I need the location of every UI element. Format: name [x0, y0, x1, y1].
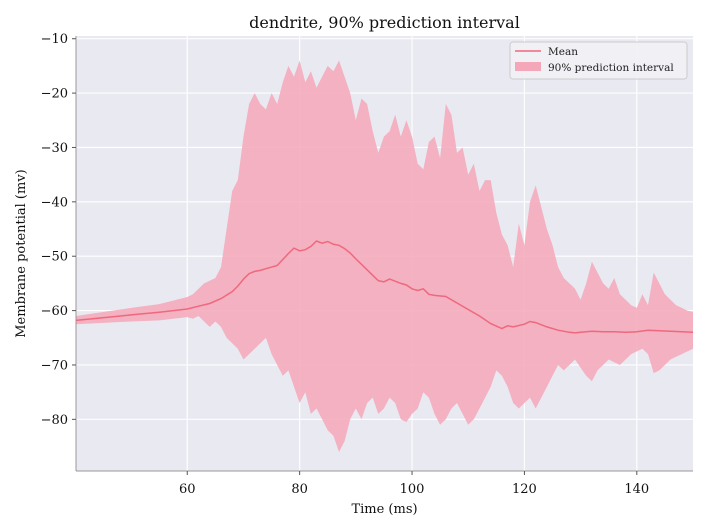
x-tick-label: 140: [624, 482, 649, 497]
legend-mean-label: Mean: [548, 46, 578, 58]
y-axis-label: Membrane potential (mv): [14, 169, 29, 338]
y-tick-label: −60: [41, 304, 68, 319]
y-tick-label: −70: [41, 358, 68, 373]
legend-interval-label: 90% prediction interval: [548, 62, 674, 74]
x-tick-label: 80: [291, 482, 308, 497]
prediction-interval-band: [76, 60, 693, 452]
y-tick-label: −40: [41, 195, 68, 210]
y-tick-label: −50: [41, 250, 68, 265]
x-axis-label: Time (ms): [351, 502, 417, 517]
legend: Mean 90% prediction interval: [509, 41, 688, 80]
x-tick-label: 120: [512, 482, 537, 497]
axes: [75, 36, 693, 472]
y-tick-label: −30: [41, 141, 68, 156]
legend-interval-swatch: [515, 62, 541, 71]
x-axis-ticks: 60 80 100 120 140: [179, 471, 649, 497]
chart-title: dendrite, 90% prediction interval: [249, 13, 520, 32]
y-axis-ticks: −80 −70 −60 −50 −40 −30 −20 −10: [41, 32, 76, 428]
y-tick-label: −20: [41, 87, 68, 102]
y-tick-label: −80: [41, 413, 68, 428]
x-tick-label: 100: [400, 482, 425, 497]
y-tick-label: −10: [41, 32, 68, 47]
mean-line: [75, 240, 694, 334]
x-tick-label: 60: [179, 482, 196, 497]
legend-box: [509, 41, 688, 80]
